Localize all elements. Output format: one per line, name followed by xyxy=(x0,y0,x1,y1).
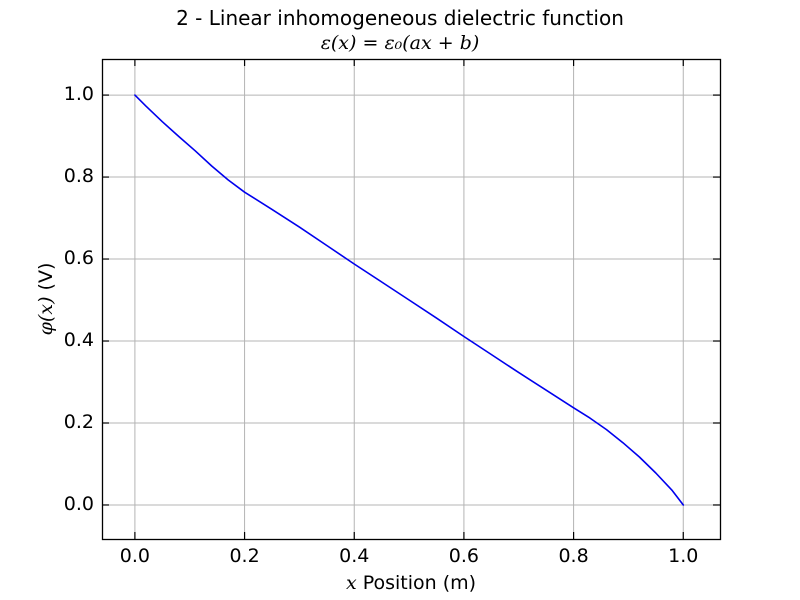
y-tick-label: 0.4 xyxy=(63,329,94,351)
x-tick-label: 0.6 xyxy=(448,545,480,567)
x-axis-label-text: Position (m) xyxy=(356,572,477,594)
y-axis-label: φ(x) (V) xyxy=(34,263,58,336)
x-tick-label: 1.0 xyxy=(668,545,699,567)
x-tick-label: 0.8 xyxy=(558,545,589,567)
y-tick-label: 1.0 xyxy=(63,83,94,106)
y-tick-label: 0.6 xyxy=(63,247,94,270)
chart-title: 2 - Linear inhomogeneous dielectric func… xyxy=(176,6,624,30)
y-axis-label-text: (V) xyxy=(35,262,57,297)
y-tick-label: 0.0 xyxy=(63,492,94,515)
data-curve xyxy=(134,94,685,506)
y-axis-label-math: φ(x) xyxy=(35,296,57,336)
x-tick-label: 0.2 xyxy=(229,545,260,567)
x-tick-label: 0.0 xyxy=(119,545,150,567)
y-tick-label: 0.8 xyxy=(63,165,94,188)
axes-frame xyxy=(101,58,722,541)
y-tick-label: 0.2 xyxy=(63,410,94,433)
x-axis-label: x Position (m) xyxy=(102,571,720,595)
x-axis-label-math: x xyxy=(345,572,357,594)
chart-subtitle-equation: ε(x) = ε₀(ax + b) xyxy=(320,32,480,54)
x-tick-label: 0.4 xyxy=(339,545,370,567)
